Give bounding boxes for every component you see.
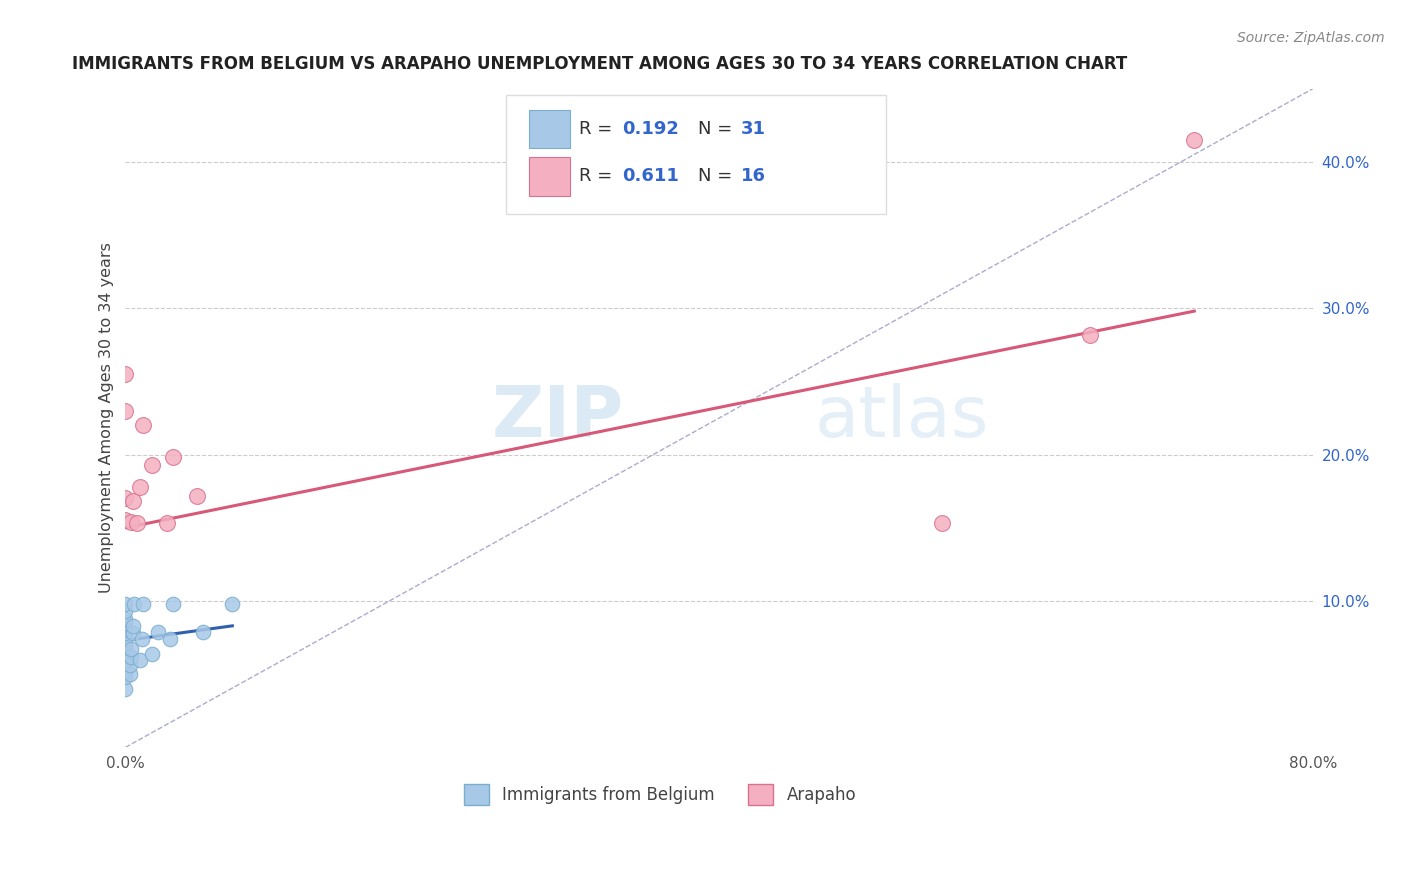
Point bbox=[114, 670, 136, 684]
Point bbox=[191, 624, 214, 639]
Point bbox=[127, 516, 149, 531]
Point bbox=[114, 597, 136, 611]
Text: N =: N = bbox=[697, 120, 738, 138]
Point bbox=[114, 652, 136, 666]
Point bbox=[1182, 133, 1205, 147]
Point bbox=[114, 626, 136, 640]
Point bbox=[114, 648, 136, 662]
Point bbox=[114, 611, 136, 625]
Point bbox=[146, 624, 169, 639]
Point bbox=[931, 516, 953, 531]
Point bbox=[120, 642, 142, 657]
Point bbox=[129, 652, 152, 666]
Point bbox=[114, 513, 136, 527]
Point bbox=[114, 632, 136, 646]
Point bbox=[118, 658, 141, 673]
Point bbox=[114, 657, 136, 671]
Point bbox=[141, 647, 163, 661]
Point bbox=[114, 367, 136, 381]
Text: N =: N = bbox=[697, 168, 738, 186]
Point bbox=[118, 667, 141, 681]
Point bbox=[114, 403, 136, 417]
Point bbox=[1080, 327, 1102, 342]
Point bbox=[159, 632, 181, 646]
Point bbox=[120, 649, 142, 664]
Point bbox=[132, 418, 155, 433]
Text: ZIP: ZIP bbox=[492, 384, 624, 452]
Point bbox=[114, 615, 136, 630]
Point bbox=[141, 458, 163, 472]
Point bbox=[131, 632, 153, 646]
Point bbox=[221, 597, 243, 611]
Text: 31: 31 bbox=[741, 120, 766, 138]
Legend: Immigrants from Belgium, Arapaho: Immigrants from Belgium, Arapaho bbox=[457, 778, 863, 812]
Point bbox=[120, 515, 142, 529]
Text: 0.611: 0.611 bbox=[621, 168, 679, 186]
Point bbox=[114, 681, 136, 696]
FancyBboxPatch shape bbox=[506, 95, 886, 214]
Text: 16: 16 bbox=[741, 168, 766, 186]
Point bbox=[162, 450, 184, 465]
Text: 0.192: 0.192 bbox=[621, 120, 679, 138]
FancyBboxPatch shape bbox=[529, 157, 569, 196]
Point bbox=[129, 480, 152, 494]
Text: atlas: atlas bbox=[814, 384, 988, 452]
Point bbox=[122, 494, 145, 508]
Text: IMMIGRANTS FROM BELGIUM VS ARAPAHO UNEMPLOYMENT AMONG AGES 30 TO 34 YEARS CORREL: IMMIGRANTS FROM BELGIUM VS ARAPAHO UNEMP… bbox=[72, 55, 1128, 73]
Point bbox=[122, 619, 145, 633]
Point bbox=[114, 664, 136, 678]
Point bbox=[122, 626, 145, 640]
Text: R =: R = bbox=[579, 168, 619, 186]
Point bbox=[186, 489, 208, 503]
Point bbox=[162, 597, 184, 611]
Point bbox=[156, 516, 179, 531]
Point bbox=[114, 636, 136, 650]
Point bbox=[114, 604, 136, 618]
Text: Source: ZipAtlas.com: Source: ZipAtlas.com bbox=[1237, 31, 1385, 45]
Y-axis label: Unemployment Among Ages 30 to 34 years: Unemployment Among Ages 30 to 34 years bbox=[100, 243, 114, 593]
FancyBboxPatch shape bbox=[529, 110, 569, 148]
Text: R =: R = bbox=[579, 120, 619, 138]
Point bbox=[132, 597, 155, 611]
Point bbox=[124, 597, 146, 611]
Point bbox=[114, 491, 136, 506]
Point bbox=[114, 622, 136, 636]
Point bbox=[114, 640, 136, 655]
